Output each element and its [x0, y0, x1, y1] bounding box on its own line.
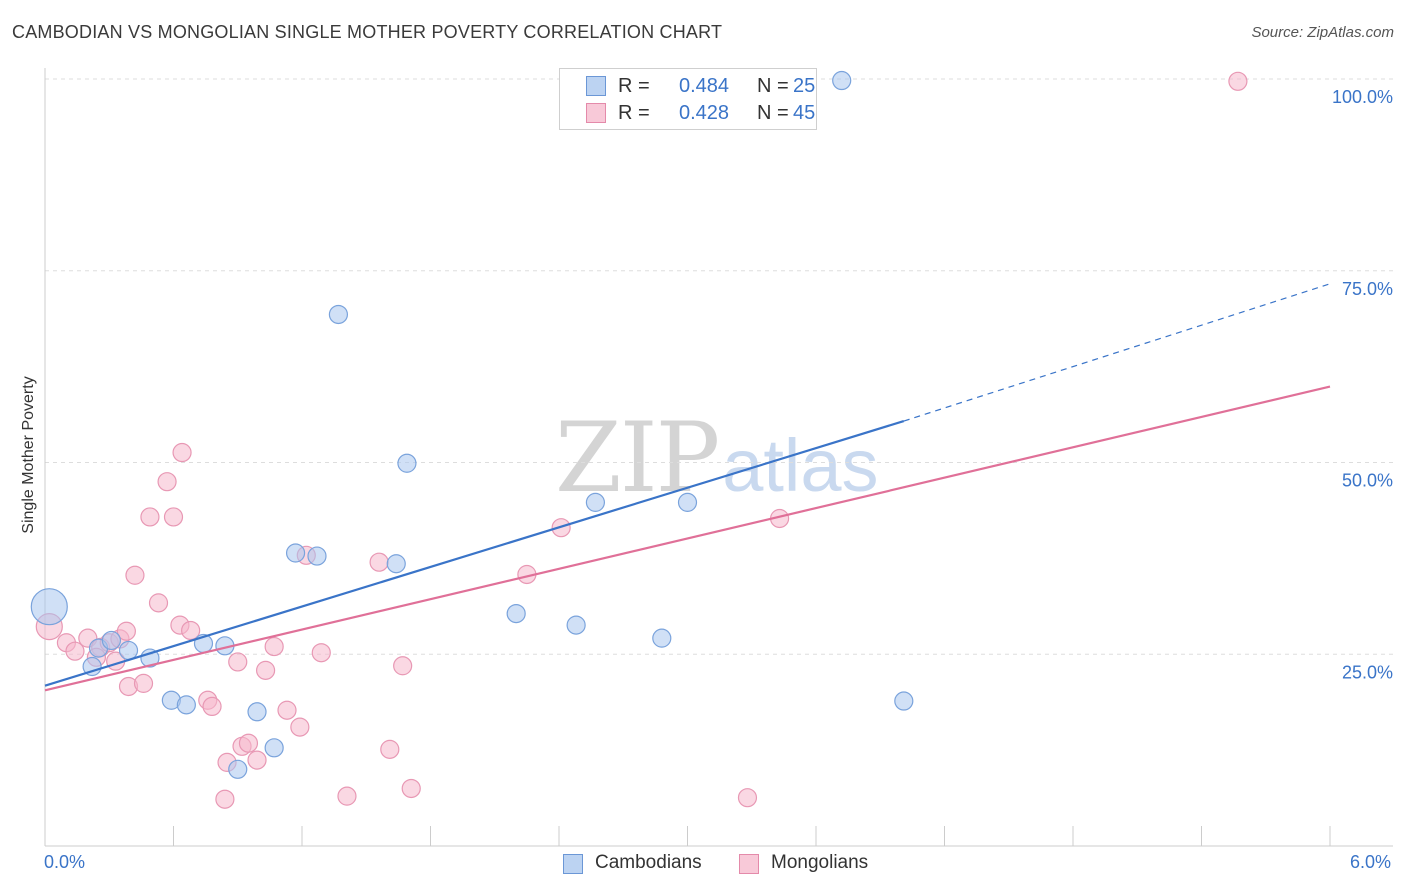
cambodian-point — [247, 702, 267, 722]
legend-swatch-mongolians — [739, 854, 759, 874]
correlation-legend: R = 0.484 N = 25 R = 0.428 N = 45 — [559, 68, 817, 130]
cambodian-point — [386, 554, 406, 574]
y-tick-label: 75.0% — [1342, 279, 1393, 299]
cambodian-point — [652, 628, 672, 648]
cambodian-point — [328, 304, 349, 325]
mongolian-point — [337, 786, 357, 806]
cambodian-point — [677, 492, 698, 512]
cambodian-point — [894, 691, 914, 711]
cambodian-point — [101, 630, 121, 651]
y-tick-label: 50.0% — [1342, 471, 1393, 491]
mongolian-point — [215, 789, 235, 809]
cambodian-point — [832, 70, 852, 91]
mongolian-point — [181, 620, 201, 641]
mongolian-point — [393, 656, 413, 676]
mongolian-point — [163, 507, 184, 527]
cambodian-point — [118, 640, 139, 661]
mongolian-point — [247, 750, 267, 770]
mongolian-point — [369, 552, 389, 572]
legend-r-value: 0.484 — [679, 75, 730, 97]
mongolian-point — [228, 652, 248, 672]
mongolian-point — [133, 673, 154, 693]
mongolian-point — [380, 739, 400, 759]
cambodian-point — [285, 543, 306, 563]
legend-r-label: R = — [618, 102, 650, 124]
legend-swatch-pink — [586, 103, 606, 123]
cambodian-point — [176, 695, 196, 715]
legend-label-mongolians: Mongolians — [771, 852, 869, 873]
legend-label-cambodians: Cambodians — [595, 852, 702, 873]
y-tick-label: 100.0% — [1332, 87, 1393, 107]
legend-r-label: R = — [618, 75, 650, 97]
cambodian-point — [566, 615, 586, 635]
mongolian-point — [65, 641, 85, 661]
legend-swatch-blue — [586, 76, 606, 96]
mongolian-point — [401, 778, 421, 799]
legend-swatch-cambodians — [563, 854, 583, 874]
cambodian-point — [82, 656, 102, 677]
mongolian-point — [238, 733, 259, 753]
cambodian-point — [140, 648, 160, 668]
x-tick-label-min: 0.0% — [44, 852, 86, 872]
x-tick-label-max: 6.0% — [1350, 852, 1392, 872]
mongolian-point — [148, 593, 169, 613]
cambodian-point — [307, 546, 327, 566]
mongolian-point — [737, 788, 758, 808]
cambodian-point — [30, 588, 68, 626]
chart-title: CAMBODIAN VS MONGOLIAN SINGLE MOTHER POV… — [12, 22, 723, 42]
mongolian-point — [125, 565, 145, 585]
y-tick-label: 25.0% — [1342, 662, 1393, 682]
cambodian-point — [264, 738, 284, 758]
mongolian-point — [172, 442, 192, 463]
cambodian-trend-line — [44, 420, 905, 687]
legend-r-value: 0.428 — [679, 102, 730, 124]
mongolian-point — [277, 700, 297, 720]
mongolian-point — [202, 696, 222, 717]
legend-n-label: N = — [757, 102, 789, 124]
mongolian-point — [1228, 71, 1248, 91]
mongolian-point — [116, 621, 136, 641]
cambodian-point — [506, 603, 526, 624]
cambodian-point — [397, 453, 417, 473]
legend-n-value: 25 — [793, 75, 816, 97]
mongolian-trend-line — [44, 385, 1331, 692]
legend-n-label: N = — [757, 75, 789, 97]
mongolian-point — [290, 717, 310, 737]
mongolian-point — [311, 643, 331, 663]
mongolian-point — [255, 660, 276, 680]
source-label: Source: ZipAtlas.com — [1251, 24, 1394, 41]
cambodian-trend-extension — [903, 283, 1331, 422]
mongolian-point — [140, 507, 160, 527]
legend-n-value: 45 — [793, 102, 816, 124]
mongolian-point — [264, 636, 284, 657]
cambodian-point — [228, 759, 248, 779]
cambodian-point — [585, 492, 606, 512]
mongolian-point — [157, 472, 177, 492]
